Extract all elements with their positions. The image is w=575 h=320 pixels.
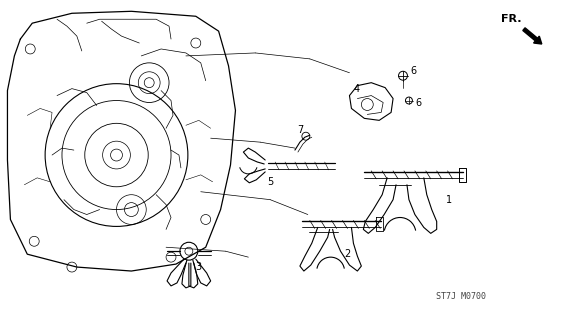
Text: 5: 5 (267, 177, 273, 187)
FancyArrow shape (523, 28, 542, 44)
Text: 3: 3 (196, 262, 202, 272)
Text: 1: 1 (446, 195, 451, 205)
Text: 4: 4 (353, 84, 359, 94)
Text: 2: 2 (344, 249, 351, 259)
Text: ST7J M0700: ST7J M0700 (436, 292, 486, 301)
Text: 6: 6 (411, 66, 417, 76)
Text: 6: 6 (416, 98, 422, 108)
Text: FR.: FR. (501, 14, 522, 24)
Text: 7: 7 (297, 125, 303, 135)
